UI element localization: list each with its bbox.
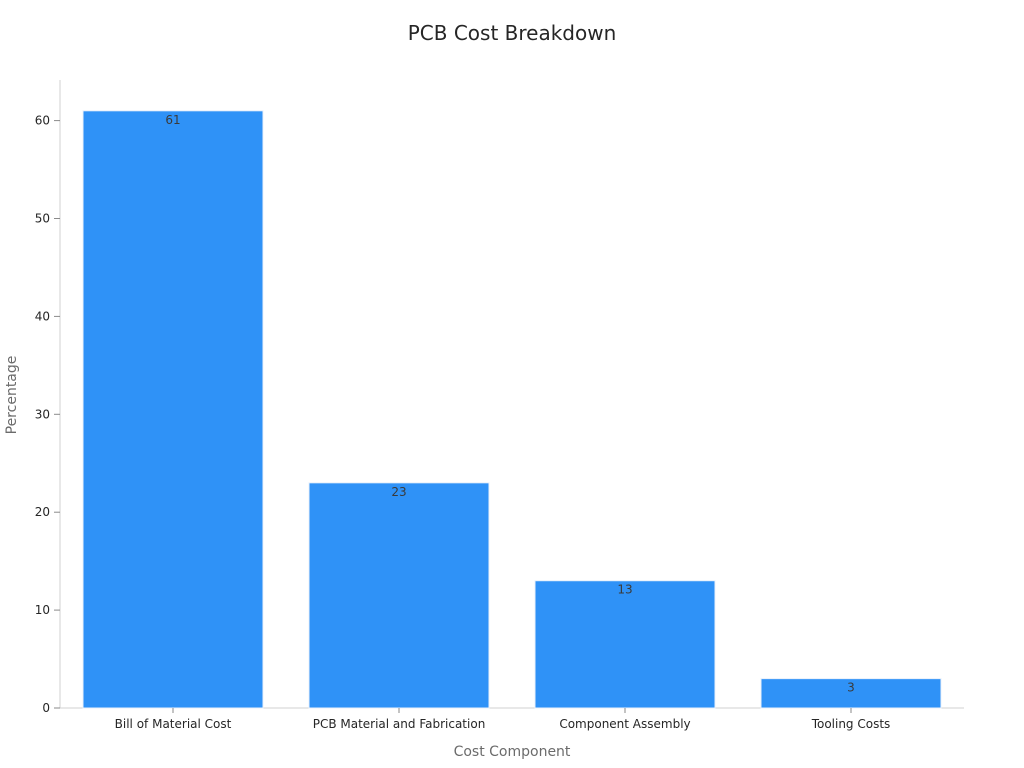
data-labels-group: 61 23 13 3 <box>165 113 854 695</box>
bar-value-label: 23 <box>391 485 406 499</box>
x-tick-label: PCB Material and Fabrication <box>313 717 486 731</box>
bar <box>308 482 490 709</box>
y-tick-label: 50 <box>35 212 50 226</box>
x-tick-label: Component Assembly <box>559 717 690 731</box>
bar-value-label: 61 <box>165 113 180 127</box>
x-tick-label: Tooling Costs <box>811 717 891 731</box>
bar-value-label: 13 <box>617 583 632 597</box>
x-axis-label: Cost Component <box>454 744 571 760</box>
bar <box>82 110 264 709</box>
bar-value-label: 3 <box>847 681 855 695</box>
chart-title: PCB Cost Breakdown <box>408 21 617 45</box>
y-tick-label: 40 <box>35 309 50 323</box>
y-tick-label: 60 <box>35 114 50 128</box>
y-tick-label: 20 <box>35 505 50 519</box>
y-tick-label: 0 <box>42 701 50 715</box>
y-axis-label: Percentage <box>4 356 20 435</box>
bars-group <box>82 110 942 709</box>
y-tick-label: 10 <box>35 603 50 617</box>
x-axis-ticks: Bill of Material Cost PCB Material and Fa… <box>115 708 891 731</box>
y-axis-ticks: 0 10 20 30 40 50 60 <box>35 114 60 715</box>
x-tick-label: Bill of Material Cost <box>115 717 232 731</box>
bar <box>760 678 942 709</box>
y-tick-label: 30 <box>35 407 50 421</box>
bar <box>534 580 716 709</box>
